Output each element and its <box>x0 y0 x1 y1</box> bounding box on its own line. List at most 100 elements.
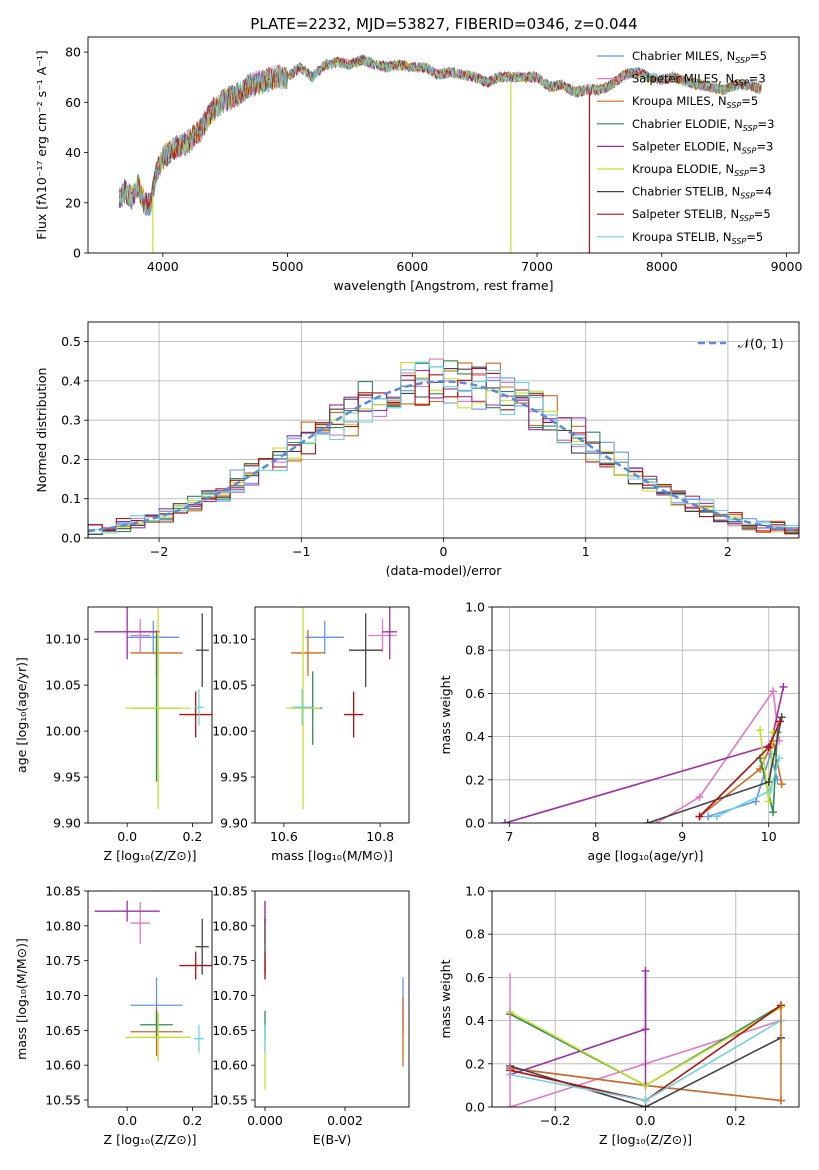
x-tick-label: 9000 <box>771 259 803 274</box>
x-tick-label: 0.2 <box>182 1113 202 1128</box>
y-axis-label: Normed distribution <box>34 368 49 493</box>
x-tick-label: 0.2 <box>726 1113 746 1128</box>
axes-frame <box>87 321 800 539</box>
weight-age-marker <box>695 812 704 821</box>
x-tick-label: 7000 <box>521 259 553 274</box>
weight-age-marker <box>643 819 652 823</box>
x-tick-label: 10 <box>761 829 777 844</box>
legend: Chabrier MILES, NSSP=5 Salpeter MILES, NS… <box>597 49 774 246</box>
weight-age-marker <box>764 743 773 752</box>
plot-area <box>264 900 404 1090</box>
x-tick-label: 10.8 <box>366 829 394 844</box>
y-tick-label: 10.80 <box>212 918 248 933</box>
y-axis-label: mass weight <box>438 675 453 754</box>
y-tick-label: 0.6 <box>465 686 485 701</box>
plot-area <box>492 891 799 1107</box>
weight-age-marker <box>769 808 778 817</box>
x-tick-label: 8 <box>592 829 600 844</box>
plot-area <box>492 607 799 823</box>
y-tick-label: 0.1 <box>61 491 81 506</box>
plot-area <box>286 607 397 810</box>
weight-vs-metallicity-panel: −0.2 0.0 0.2 0.0 0.2 0.4 0.6 0.8 1.0 Z [log₁₀(Z/Z… <box>438 884 800 1147</box>
legend-label: Salpeter ELODIE, NSSP=3 <box>632 139 773 155</box>
legend-label: Kroupa ELODIE, NSSP=3 <box>632 162 766 178</box>
legend-label: Chabrier STELIB, NSSP=4 <box>632 185 772 201</box>
y-tick-label: 10.65 <box>212 1023 248 1038</box>
x-tick-label: 5000 <box>272 259 304 274</box>
y-tick-label: 9.90 <box>220 816 248 831</box>
y-tick-label: 10.80 <box>45 918 81 933</box>
weight-age-marker <box>712 812 721 821</box>
weight-age-line <box>504 686 785 823</box>
plot-area <box>94 607 212 810</box>
y-tick-label: 0.5 <box>61 334 81 349</box>
y-tick-label: 0.0 <box>61 531 81 546</box>
legend-label: Chabrier ELODIE, NSSP=3 <box>632 117 774 133</box>
y-tick-label: 1.0 <box>465 884 485 899</box>
weight-age-marker <box>779 682 788 691</box>
figure-title: PLATE=2232, MJD=53827, FIBERID=0346, z=0… <box>250 15 637 33</box>
mass-vs-ebv-panel: 0.000 0.002 10.55 10.60 10.65 10.70 10.75 10.80… <box>212 884 410 1147</box>
weight-age-marker <box>756 726 765 735</box>
y-tick-label: 0.8 <box>465 643 485 658</box>
y-tick-label: 80 <box>65 45 81 60</box>
x-tick-label: −2 <box>150 544 168 559</box>
x-axis-label: mass [log₁₀(M/M⊙)] <box>271 848 393 863</box>
axes-frame <box>87 890 213 1108</box>
y-tick-label: 0.2 <box>61 452 81 467</box>
y-tick-label: 10.70 <box>45 988 81 1003</box>
weight-age-marker <box>769 687 778 696</box>
x-tick-label: 0.0 <box>117 829 137 844</box>
y-tick-label: 0.3 <box>61 413 81 428</box>
x-axis-label: Z [log₁₀(Z/Z⊙)] <box>104 848 197 863</box>
weight-age-line <box>698 721 781 818</box>
weight-age-line <box>655 689 780 823</box>
plot-area <box>88 322 799 538</box>
y-tick-label: 9.95 <box>53 770 81 785</box>
x-axis-label: E(B-V) <box>313 1132 352 1147</box>
weight-age-marker <box>764 777 773 786</box>
x-tick-label: 8000 <box>646 259 678 274</box>
y-tick-label: 10.55 <box>212 1093 248 1108</box>
weight-age-marker <box>777 780 786 789</box>
x-tick-label: 9 <box>678 829 686 844</box>
x-tick-label: 0.000 <box>247 1113 283 1128</box>
y-tick-label: 10.00 <box>212 724 248 739</box>
weight-vs-age-panel: 7 8 9 10 0.0 0.2 0.4 0.6 0.8 1.0 age [log₁₀(age/yr… <box>438 600 800 863</box>
y-tick-label: 10.55 <box>45 1093 81 1108</box>
y-tick-label: 10.85 <box>212 884 248 899</box>
plot-area <box>118 53 762 253</box>
histogram-series <box>88 361 799 536</box>
y-tick-label: 0.0 <box>465 1100 485 1115</box>
y-tick-label: 10.60 <box>45 1058 81 1073</box>
axes-frame <box>87 36 800 254</box>
x-axis-label: Z [log₁₀(Z/Z⊙)] <box>104 1132 197 1147</box>
y-tick-label: 9.90 <box>53 816 81 831</box>
x-tick-label: 0.2 <box>182 829 202 844</box>
weight-age-marker <box>775 754 784 763</box>
x-axis-label: (data-model)/error <box>386 563 503 578</box>
weight-Z-marker <box>641 1096 650 1105</box>
weight-age-marker <box>704 812 713 821</box>
y-tick-label: 0.4 <box>61 373 81 388</box>
y-axis-label: mass weight <box>438 959 453 1038</box>
y-tick-label: 1.0 <box>465 600 485 615</box>
weight-age-marker <box>695 793 704 802</box>
y-tick-label: 9.95 <box>220 770 248 785</box>
axes-frame <box>87 606 213 824</box>
x-tick-label: −0.2 <box>540 1113 570 1128</box>
x-axis-label: age [log₁₀(age/yr)] <box>588 848 704 863</box>
x-tick-label: 0.0 <box>117 1113 137 1128</box>
y-tick-label: 0.4 <box>465 729 485 744</box>
weight-age-marker <box>766 786 775 795</box>
y-tick-label: 10.70 <box>212 988 248 1003</box>
legend-label: Salpeter STELIB, NSSP=5 <box>632 207 771 223</box>
legend-gaussian-label: 𝒩(0, 1) <box>738 336 784 351</box>
x-axis-label: Z [log₁₀(Z/Z⊙)] <box>599 1132 692 1147</box>
y-axis-label: Flux [fλ10⁻¹⁷ erg cm⁻² s⁻¹ A⁻¹] <box>34 50 49 239</box>
age-vs-mass-panel: 10.6 10.8 9.90 9.95 10.00 10.05 10.10 mass [log… <box>212 606 410 863</box>
plot-area <box>94 900 212 1062</box>
y-tick-label: 0 <box>73 246 81 261</box>
x-tick-label: −1 <box>292 544 310 559</box>
